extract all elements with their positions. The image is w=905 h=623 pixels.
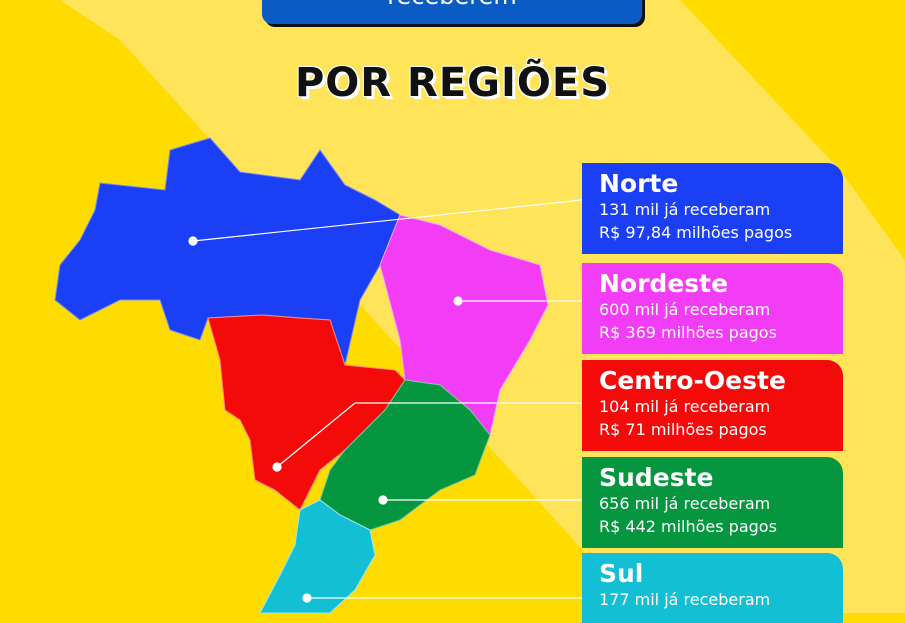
card-centro-oeste: Centro-Oeste 104 mil já receberam R$ 71 … [582,360,843,451]
leader-lines [188,199,583,603]
paid-amount: R$ 442 milhões pagos [599,517,777,536]
map-region-sul[interactable] [259,499,376,613]
region-name: Sudeste [599,463,714,492]
paid-amount: R$ 369 milhões pagos [599,323,777,342]
received-count: 656 mil já receberam [599,494,771,513]
received-count: 131 mil já receberam [599,200,771,219]
received-count: 177 mil já receberam [599,590,771,609]
map-region-sudeste[interactable] [319,379,491,531]
received-count: 600 mil já receberam [599,300,771,319]
map-region-centro-oeste[interactable] [207,314,406,511]
region-name: Nordeste [599,269,729,298]
region-name: Centro-Oeste [599,366,786,395]
received-count: 104 mil já receberam [599,397,771,416]
card-norte: Norte 131 mil já receberam R$ 97,84 milh… [582,163,843,254]
paid-amount: R$ 71 milhões pagos [599,420,767,439]
region-name: Sul [599,559,644,588]
top-banner: receberem [262,0,642,24]
card-nordeste: Nordeste 600 mil já receberam R$ 369 mil… [582,263,843,354]
map-region-nordeste[interactable] [379,214,549,437]
banner-text: receberem [387,0,517,10]
page-title: POR REGIÕES [294,60,611,106]
card-sul: Sul 177 mil já receberam [582,553,843,623]
paid-amount: R$ 97,84 milhões pagos [599,223,793,242]
card-sudeste: Sudeste 656 mil já receberam R$ 442 milh… [582,457,843,548]
region-name: Norte [599,169,679,198]
